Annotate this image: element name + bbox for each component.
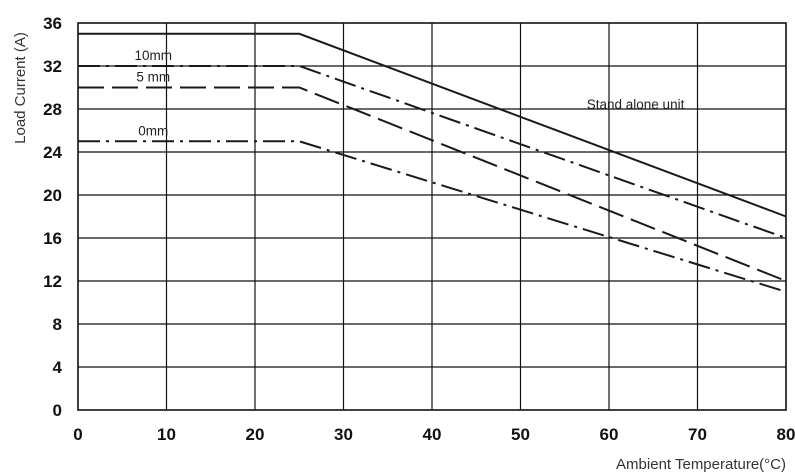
y-tick-label: 24: [43, 143, 62, 162]
x-axis-label: Ambient Temperature(°C): [616, 456, 786, 473]
y-tick-label: 20: [43, 186, 62, 205]
y-tick-label: 8: [53, 315, 62, 334]
series-label-0mm: 0mm: [138, 123, 168, 138]
annotations: Stand alone unit: [587, 97, 685, 112]
series-label-5mm: 5 mm: [136, 70, 170, 85]
y-axis-label: Load Current (A): [12, 32, 29, 144]
series-labels: 10mm 5 mm 0mm: [134, 48, 172, 138]
x-tick-label: 80: [777, 425, 795, 444]
y-tick-label: 16: [43, 229, 62, 248]
x-tick-label: 70: [688, 425, 707, 444]
x-tick-label: 50: [511, 425, 530, 444]
series-lines: [78, 32, 787, 293]
y-tick-label: 36: [43, 14, 62, 33]
series-label-10mm: 10mm: [134, 48, 172, 63]
x-tick-label: 40: [423, 425, 442, 444]
y-tick-label: 0: [53, 401, 62, 420]
y-tick-label: 12: [43, 272, 62, 291]
series-line-10mm: [78, 65, 787, 239]
x-tick-label: 20: [246, 425, 265, 444]
y-tick-label: 4: [53, 358, 63, 377]
x-tick-label: 60: [600, 425, 619, 444]
x-tick-label: 10: [157, 425, 176, 444]
y-tick-label: 28: [43, 100, 62, 119]
y-tick-label: 32: [43, 57, 62, 76]
x-tick-label: 30: [334, 425, 353, 444]
series-line-stand-alone: [78, 32, 787, 218]
x-tick-label: 0: [73, 425, 82, 444]
grid: [77, 22, 787, 411]
series-line-5mm: [78, 86, 787, 282]
tick-labels: 0 10 20 30 40 50 60 70 80 0 4 8 12 16 20 24 28 32 36: [43, 14, 795, 444]
series-line-0mm: [78, 140, 787, 293]
annotation-label: Stand alone unit: [587, 97, 685, 112]
